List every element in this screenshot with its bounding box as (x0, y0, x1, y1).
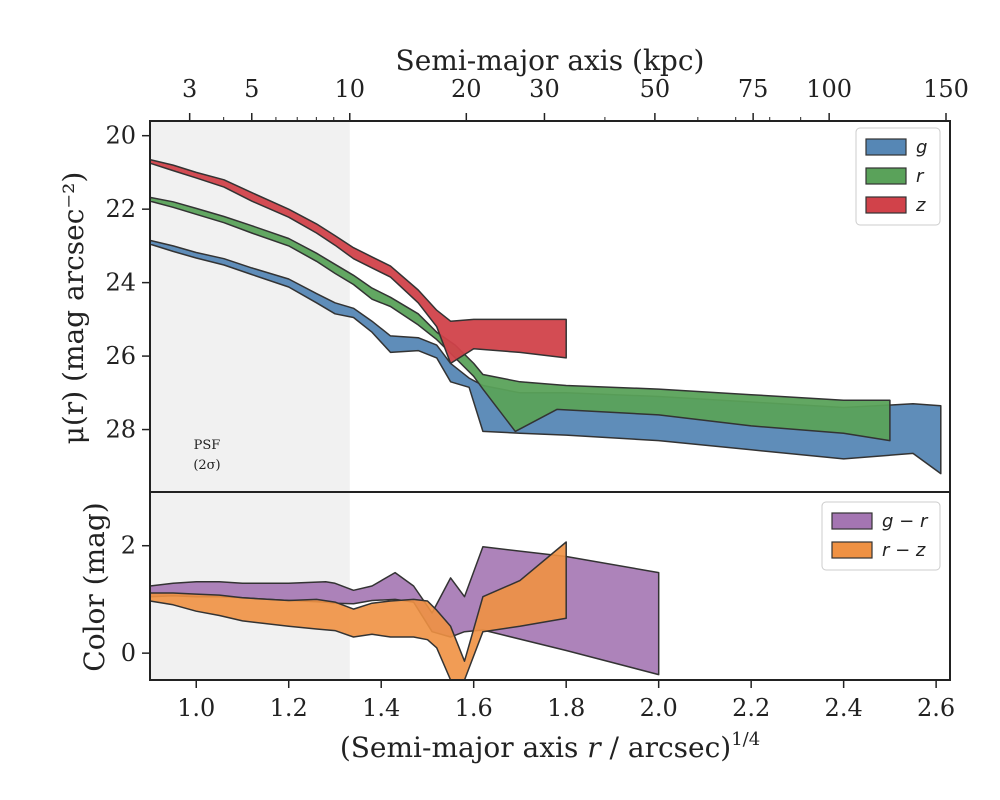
psf-shaded-region (150, 121, 350, 492)
top-x-tick-label: 150 (923, 75, 969, 103)
x-tick-label: 1.4 (362, 694, 400, 722)
color-panel: 0 2 1.0 1.2 1.4 1.6 1.8 2.0 2.2 2.4 2.6 Color (ma… (78, 491, 955, 764)
top-x-tick-label: 100 (806, 75, 852, 103)
bottom-legend: g − r r − z (821, 501, 941, 571)
surface-brightness-panel: 20 22 24 26 28 3 5 10 20 30 50 75 100 150 PSF (2σ) S… (57, 44, 969, 493)
top-x-tick-label: 10 (334, 75, 365, 103)
top-x-tick-label: 75 (738, 75, 769, 103)
legend-swatch (865, 138, 907, 156)
band-z-2 (149, 158, 567, 365)
y-tick-label: 28 (105, 416, 136, 444)
bottom-y-axis-title: Color (mag) (78, 502, 111, 671)
x-tick-label: 2.2 (732, 694, 770, 722)
x-title-italic-r: r (587, 731, 602, 764)
y-tick-label: 20 (105, 122, 136, 150)
legend-label: g (916, 137, 927, 158)
top-x-axis-title: Semi-major axis (kpc) (396, 44, 705, 77)
legend-swatch (831, 541, 873, 559)
psf-label-line1: PSF (194, 438, 221, 453)
band-rz-1 (149, 541, 567, 681)
y-tick-label: 24 (105, 269, 136, 297)
top-x-tick-label: 5 (244, 75, 259, 103)
top-x-tick-label: 20 (451, 75, 482, 103)
legend-label: r (916, 166, 925, 187)
legend-swatch (865, 196, 907, 214)
bottom-x-axis-title: (Semi-major axis r / arcsec)1/4 (340, 729, 760, 764)
x-title-part2: / arcsec) (601, 731, 732, 764)
bottom-panel-frame (149, 491, 951, 681)
legend-swatch (865, 167, 907, 185)
top-y-axis-title: μ(r) (mag arcsec⁻²) (57, 172, 90, 445)
band-r-1 (149, 196, 891, 442)
x-title-part1: (Semi-major axis (340, 731, 587, 764)
y-tick-label: 0 (121, 639, 136, 667)
top-legend: grz (855, 127, 941, 226)
legend-label: z (915, 195, 926, 216)
x-tick-label: 2.0 (640, 694, 678, 722)
legend-label: g − r (882, 511, 929, 532)
top-x-tick-label: 3 (182, 75, 197, 103)
x-tick-label: 2.4 (825, 694, 863, 722)
y-tick-label: 2 (121, 532, 136, 560)
x-tick-label: 1.6 (455, 694, 493, 722)
y-tick-label: 26 (105, 342, 136, 370)
legend-swatch (831, 512, 873, 530)
psf-label-line2: (2σ) (193, 458, 220, 473)
top-x-tick-label: 50 (640, 75, 671, 103)
legend-label: r − z (882, 540, 926, 561)
x-tick-label: 1.2 (270, 694, 308, 722)
y-tick-label: 22 (105, 195, 136, 223)
top-x-tick-label: 30 (529, 75, 560, 103)
x-tick-label: 2.6 (917, 694, 955, 722)
x-title-exponent: 1/4 (731, 729, 760, 750)
x-tick-label: 1.8 (547, 694, 585, 722)
x-tick-label: 1.0 (177, 694, 215, 722)
